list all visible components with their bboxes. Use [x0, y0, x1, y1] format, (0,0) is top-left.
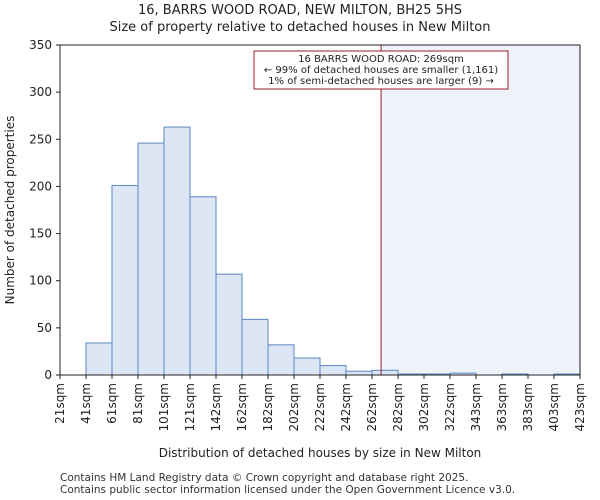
x-tick-label: 121sqm [183, 383, 197, 431]
histogram-bar [163, 126, 191, 376]
histogram-bar [371, 369, 399, 376]
histogram-bar [267, 344, 295, 376]
chart-title: Size of property relative to detached ho… [109, 20, 491, 35]
x-tick-label: 101sqm [157, 383, 171, 431]
annotation-line: 1% of semi-detached houses are larger (9… [268, 76, 494, 87]
x-tick-label: 242sqm [339, 383, 353, 431]
y-tick-label: 200 [29, 179, 52, 193]
x-tick-label: 343sqm [469, 383, 483, 431]
chart-title-address: 16, BARRS WOOD ROAD, NEW MILTON, BH25 5H… [138, 3, 462, 18]
x-tick-label: 142sqm [209, 383, 223, 431]
y-tick-label: 0 [44, 368, 52, 382]
x-tick-label: 423sqm [573, 383, 587, 431]
histogram-bar [85, 342, 113, 376]
y-tick-label: 100 [29, 274, 52, 288]
x-tick-label: 363sqm [495, 383, 509, 431]
annotation-line: ← 99% of detached houses are smaller (1,… [264, 65, 498, 76]
highlight-region [381, 45, 580, 375]
x-axis-label: Distribution of detached houses by size … [159, 446, 482, 460]
histogram-bar [189, 196, 217, 376]
histogram-bar [241, 318, 269, 376]
footer-licence: Contains public sector information licen… [60, 484, 516, 496]
histogram-bar [137, 142, 165, 376]
y-tick-label: 250 [29, 132, 52, 146]
x-tick-label: 81sqm [131, 383, 145, 424]
x-tick-label: 282sqm [391, 383, 405, 431]
histogram-bar [215, 273, 243, 376]
histogram-bar [319, 365, 347, 376]
x-tick-label: 403sqm [547, 383, 561, 431]
x-tick-label: 322sqm [443, 383, 457, 431]
x-tick-label: 302sqm [417, 383, 431, 431]
x-tick-label: 21sqm [53, 383, 67, 424]
x-tick-label: 61sqm [105, 383, 119, 424]
x-tick-label: 222sqm [313, 383, 327, 431]
x-tick-label: 162sqm [235, 383, 249, 431]
y-tick-label: 50 [37, 321, 52, 335]
y-tick-label: 350 [29, 38, 52, 52]
y-axis-label: Number of detached properties [3, 116, 17, 305]
histogram-bar [111, 184, 139, 376]
y-tick-label: 150 [29, 227, 52, 241]
footer-copyright: Contains HM Land Registry data © Crown c… [60, 472, 469, 484]
x-tick-label: 202sqm [287, 383, 301, 431]
x-tick-label: 182sqm [261, 383, 275, 431]
histogram-bar [293, 357, 321, 376]
x-tick-label: 383sqm [521, 383, 535, 431]
y-tick-label: 300 [29, 85, 52, 99]
annotation-line: 16 BARRS WOOD ROAD: 269sqm [298, 54, 464, 65]
x-tick-label: 41sqm [79, 383, 93, 424]
histogram-chart: 0 50 100 150 200 250 300 350 21sqm 41sqm 61sqm 81sq… [3, 38, 587, 460]
annotation-box [253, 50, 509, 90]
histogram-bar [345, 370, 373, 376]
x-tick-label: 262sqm [365, 383, 379, 431]
